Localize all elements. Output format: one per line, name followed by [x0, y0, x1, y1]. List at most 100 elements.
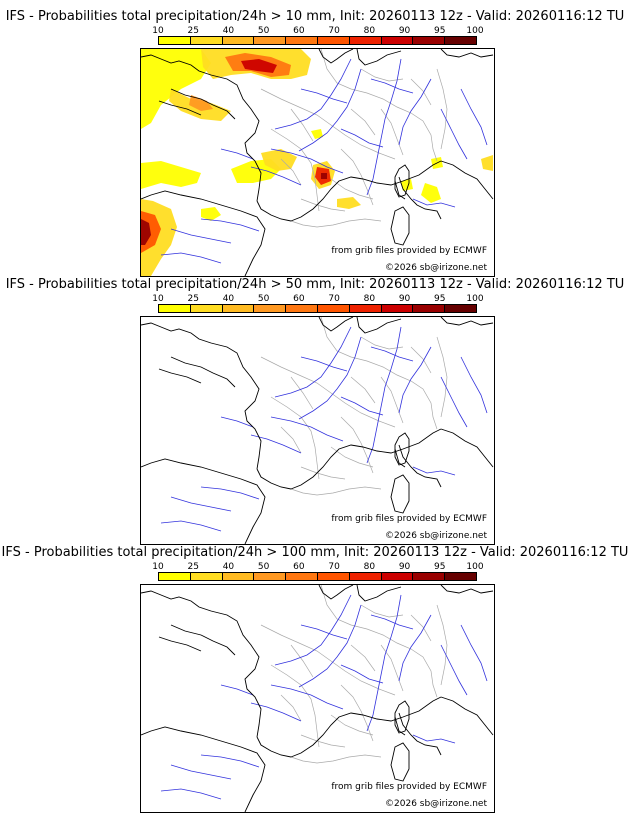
precip-area: [241, 59, 277, 73]
river-line: [398, 346, 432, 414]
island-outline-sardinia: [390, 474, 410, 514]
credit-copyright: ©2026 sb@irizone.net: [385, 799, 487, 809]
colorbar: [158, 572, 477, 581]
coastline-layer: [141, 49, 494, 276]
river-line: [370, 614, 414, 630]
colorbar-tick-labels: 10 25 40 50 60 70 80 90 95 100: [152, 562, 483, 572]
precip-area: [401, 179, 413, 191]
coastline: [290, 428, 442, 490]
coastline: [440, 696, 494, 736]
admin-border-line: [380, 376, 404, 424]
colorbar-swatch: [190, 37, 223, 44]
colorbar-tick-label: 25: [187, 562, 199, 572]
river-line: [460, 356, 488, 414]
river-line: [200, 218, 260, 232]
coastline: [394, 716, 406, 736]
colorbar-swatch: [317, 573, 350, 580]
admin-border-line: [270, 396, 320, 480]
colorbar-tick-label: 70: [328, 294, 340, 304]
coastline: [440, 317, 494, 326]
coastline: [256, 468, 292, 490]
colorbar-tick-label: 60: [293, 562, 305, 572]
precip-area: [141, 161, 201, 189]
colorbar-swatch: [317, 305, 350, 312]
colorbar-swatch: [317, 37, 350, 44]
colorbar: [158, 36, 477, 45]
river-line: [270, 684, 344, 710]
coastline: [158, 100, 202, 116]
coastline: [398, 444, 442, 488]
admin-border-line: [290, 218, 382, 228]
colorbar-swatch: [254, 573, 287, 580]
colorbar-tick-label: 40: [222, 294, 235, 304]
colorbar-swatch: [254, 305, 287, 312]
admin-border-line: [350, 108, 376, 136]
map-graphic: [141, 317, 494, 544]
precip-area: [337, 197, 361, 209]
colorbar-swatch: [349, 573, 382, 580]
precip-area: [321, 173, 327, 179]
precip-area: [421, 183, 441, 203]
colorbar-swatch: [222, 37, 255, 44]
admin-border-line: [360, 604, 404, 618]
credit-copyright: ©2026 sb@irizone.net: [385, 263, 487, 273]
river-line: [274, 326, 352, 398]
admin-border-line: [260, 356, 396, 428]
admin-border-line: [290, 754, 382, 764]
credit-source: from grib files provided by ECMWF: [331, 246, 487, 256]
colorbar-tick-label: 90: [398, 294, 411, 304]
map-graphic: [141, 49, 494, 276]
colorbar-tick-label: 40: [222, 562, 235, 572]
probability-map: from grib files provided by ECMWF ©2026 …: [140, 48, 495, 277]
admin-border-line: [350, 376, 376, 404]
coastline: [141, 190, 266, 276]
colorbar-tick-label: 95: [434, 26, 446, 36]
credit-copyright: ©2026 sb@irizone.net: [385, 531, 487, 541]
admin-border-line: [300, 466, 346, 480]
river-line: [300, 356, 348, 372]
colorbar-tick-label: 10: [152, 26, 164, 36]
river-line: [220, 684, 254, 696]
colorbar-swatch: [159, 37, 191, 44]
colorbar-swatch: [349, 305, 382, 312]
river-line: [274, 594, 352, 666]
river-line: [300, 624, 348, 640]
coastline-layer: [141, 317, 494, 544]
coastline: [158, 636, 202, 652]
coastline: [256, 200, 292, 222]
admin-border-line: [340, 148, 374, 206]
coastline: [141, 322, 262, 470]
rivers-layer: [160, 594, 488, 800]
admin-border-line: [260, 88, 396, 160]
river-line: [220, 416, 254, 428]
panel-title: IFS - Probabilities total precipitation/…: [5, 9, 625, 24]
colorbar-swatch: [286, 305, 318, 312]
colorbar-tick-labels: 10 25 40 50 60 70 80 90 95 100: [152, 26, 483, 36]
admin-border-line: [290, 376, 314, 410]
admin-border-line: [436, 336, 448, 418]
admin-border-line: [300, 734, 346, 748]
colorbar-swatch: [413, 37, 446, 44]
panel-title: IFS - Probabilities total precipitation/…: [5, 277, 625, 292]
colorbar-tick-label: 50: [257, 294, 270, 304]
colorbar-tick-label: 90: [398, 26, 411, 36]
coastline: [440, 160, 494, 200]
river-line: [160, 788, 222, 800]
colorbar-swatch: [222, 573, 255, 580]
admin-border-line: [320, 49, 438, 162]
colorbar-swatch: [349, 37, 382, 44]
precip-area: [189, 95, 213, 111]
colorbar-swatch: [445, 573, 476, 580]
probability-map: from grib files provided by ECMWF ©2026 …: [140, 316, 495, 545]
coastline: [290, 160, 442, 222]
coastline: [170, 88, 236, 120]
river-line: [160, 520, 222, 532]
river-line: [200, 754, 260, 768]
admin-borders-layer: [260, 317, 448, 496]
colorbar-tick-label: 60: [293, 26, 305, 36]
precip-area: [481, 155, 493, 171]
colorbar-tick-label: 25: [187, 294, 199, 304]
river-line: [440, 376, 468, 428]
river-line: [270, 416, 344, 442]
probability-map: from grib files provided by ECMWF ©2026 …: [140, 584, 495, 813]
